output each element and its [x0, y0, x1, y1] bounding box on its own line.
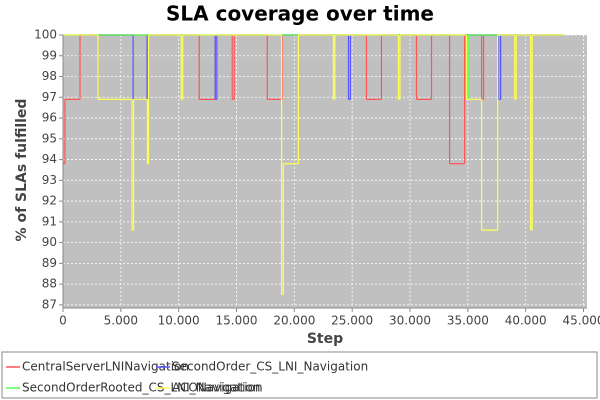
y-tick-label: 94 [42, 152, 57, 166]
y-tick-label: 98 [42, 69, 57, 83]
x-tick-label: 30.000 [389, 314, 431, 328]
x-tick-label: 40.000 [505, 314, 547, 328]
y-tick-label: 97 [42, 90, 57, 104]
y-tick-label: 100 [34, 28, 57, 42]
x-tick-label: 5.000 [104, 314, 138, 328]
legend-label: CentralServerLNINavigation [22, 360, 189, 374]
y-tick-label: 90 [42, 235, 57, 249]
y-tick-label: 96 [42, 111, 57, 125]
x-tick-label: 15.000 [216, 314, 258, 328]
y-tick-label: 95 [42, 131, 57, 145]
x-tick-label: 35.000 [447, 314, 489, 328]
legend-label: SecondOrderRooted_CS_LNI_Navigation [22, 381, 260, 395]
legend-label: ACONavigation [172, 381, 263, 395]
x-tick-label: 45.000 [563, 314, 600, 328]
chart-title: SLA coverage over time [166, 2, 434, 26]
y-tick-label: 87 [42, 297, 57, 311]
plot-area [63, 35, 587, 308]
y-tick-label: 89 [42, 256, 57, 270]
x-tick-label: 10.000 [158, 314, 200, 328]
y-tick-label: 99 [42, 48, 57, 62]
y-tick-label: 91 [42, 214, 57, 228]
legend-label: SecondOrder_CS_LNI_Navigation [172, 360, 368, 374]
x-axis-label: Step [307, 331, 343, 347]
x-tick-label: 25.000 [331, 314, 373, 328]
y-tick-label: 92 [42, 194, 57, 208]
x-tick-label: 0 [59, 314, 67, 328]
legend-box [1, 351, 598, 399]
y-axis-label: % of SLAs fulfilled [14, 99, 30, 242]
y-tick-label: 88 [42, 277, 57, 291]
y-tick-label: 93 [42, 173, 57, 187]
x-tick-label: 20.000 [273, 314, 315, 328]
